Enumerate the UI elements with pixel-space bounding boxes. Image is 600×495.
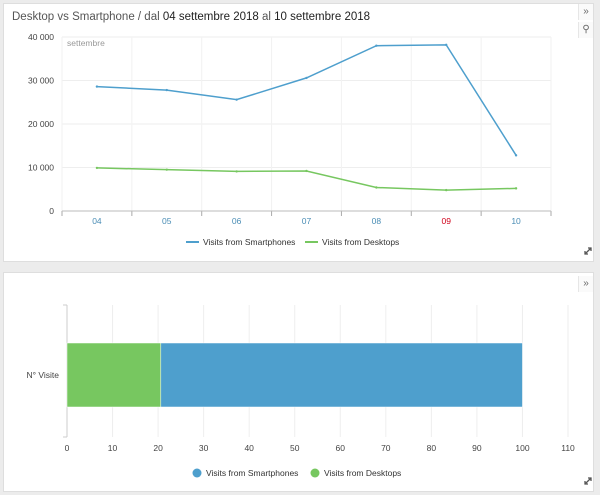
- data-point: [445, 188, 448, 192]
- x-tick-label: 70: [381, 443, 391, 453]
- x-tick-label: 60: [336, 443, 346, 453]
- data-point: [165, 168, 168, 171]
- legend-label: Visits from Smartphones: [203, 237, 295, 247]
- x-tick-label: 08: [372, 216, 382, 226]
- data-point: [375, 44, 378, 47]
- bar-segment: [66, 342, 162, 408]
- data-point: [514, 154, 518, 157]
- x-tick-label: 05: [162, 216, 172, 226]
- line-chart: 0 10 000 20 000 30 000 40 000 settembre 04 05 06…: [28, 32, 592, 255]
- bar-chart-panel: » 0 10 20 30 40 50 60 70 80 90 100 110 N° Visite Visi…: [3, 272, 594, 492]
- x-tick-label: 80: [427, 443, 437, 453]
- x-tick-label: 07: [302, 216, 312, 226]
- legend-label: Visits from Desktops: [322, 237, 399, 247]
- data-point: [375, 186, 378, 189]
- series-line: [96, 44, 517, 156]
- y-tick-label: 30 000: [28, 76, 54, 86]
- y-tick-label: 20 000: [28, 119, 54, 129]
- data-point: [235, 170, 238, 173]
- line-chart-panel: Desktop vs Smartphone / dal 04 settembre…: [3, 3, 594, 262]
- data-point: [235, 98, 238, 101]
- x-tick-label: 10: [108, 443, 118, 453]
- chevrons-right-icon[interactable]: »: [578, 4, 593, 20]
- x-tick-label: 50: [290, 443, 300, 453]
- x-tick-label: 04: [92, 216, 102, 226]
- data-point: [95, 85, 99, 88]
- bar-segment: [160, 342, 523, 408]
- y-tick-label: 40 000: [28, 32, 54, 42]
- legend-swatch: [192, 468, 202, 478]
- x-tick-label: 90: [472, 443, 482, 453]
- x-tick-label: 09: [441, 216, 451, 226]
- legend-label: Visits from Smartphones: [206, 468, 298, 478]
- data-point: [165, 88, 168, 92]
- x-tick-label: 40: [244, 443, 254, 453]
- y-tick-label: 10 000: [28, 163, 54, 173]
- legend-swatch: [310, 468, 320, 478]
- pin-icon[interactable]: ⚲: [578, 22, 593, 38]
- x-tick-label: 110: [561, 443, 575, 453]
- data-point: [305, 169, 308, 173]
- data-point: [514, 187, 518, 190]
- x-tick-label: 10: [511, 216, 521, 226]
- x-tick-label: 100: [515, 443, 529, 453]
- expand-diagonal-icon[interactable]: [584, 477, 592, 485]
- chart-annotation: settembre: [67, 38, 105, 48]
- x-tick-label: 20: [153, 443, 163, 453]
- x-tick-label: 06: [232, 216, 242, 226]
- y-category-label: N° Visite: [26, 370, 59, 380]
- data-point: [95, 166, 99, 170]
- bar-chart: 0 10 20 30 40 50 60 70 80 90 100 110 N° Visite Visits…: [26, 304, 592, 485]
- data-point: [445, 43, 448, 47]
- y-tick-label: 0: [49, 206, 54, 216]
- chart-title: Desktop vs Smartphone / dal 04 settembre…: [12, 11, 371, 23]
- expand-diagonal-icon[interactable]: [584, 247, 592, 255]
- x-tick-label: 0: [65, 443, 70, 453]
- data-point: [305, 76, 308, 80]
- x-tick-label: 30: [199, 443, 209, 453]
- legend-label: Visits from Desktops: [324, 468, 401, 478]
- chevrons-right-icon[interactable]: »: [578, 276, 593, 292]
